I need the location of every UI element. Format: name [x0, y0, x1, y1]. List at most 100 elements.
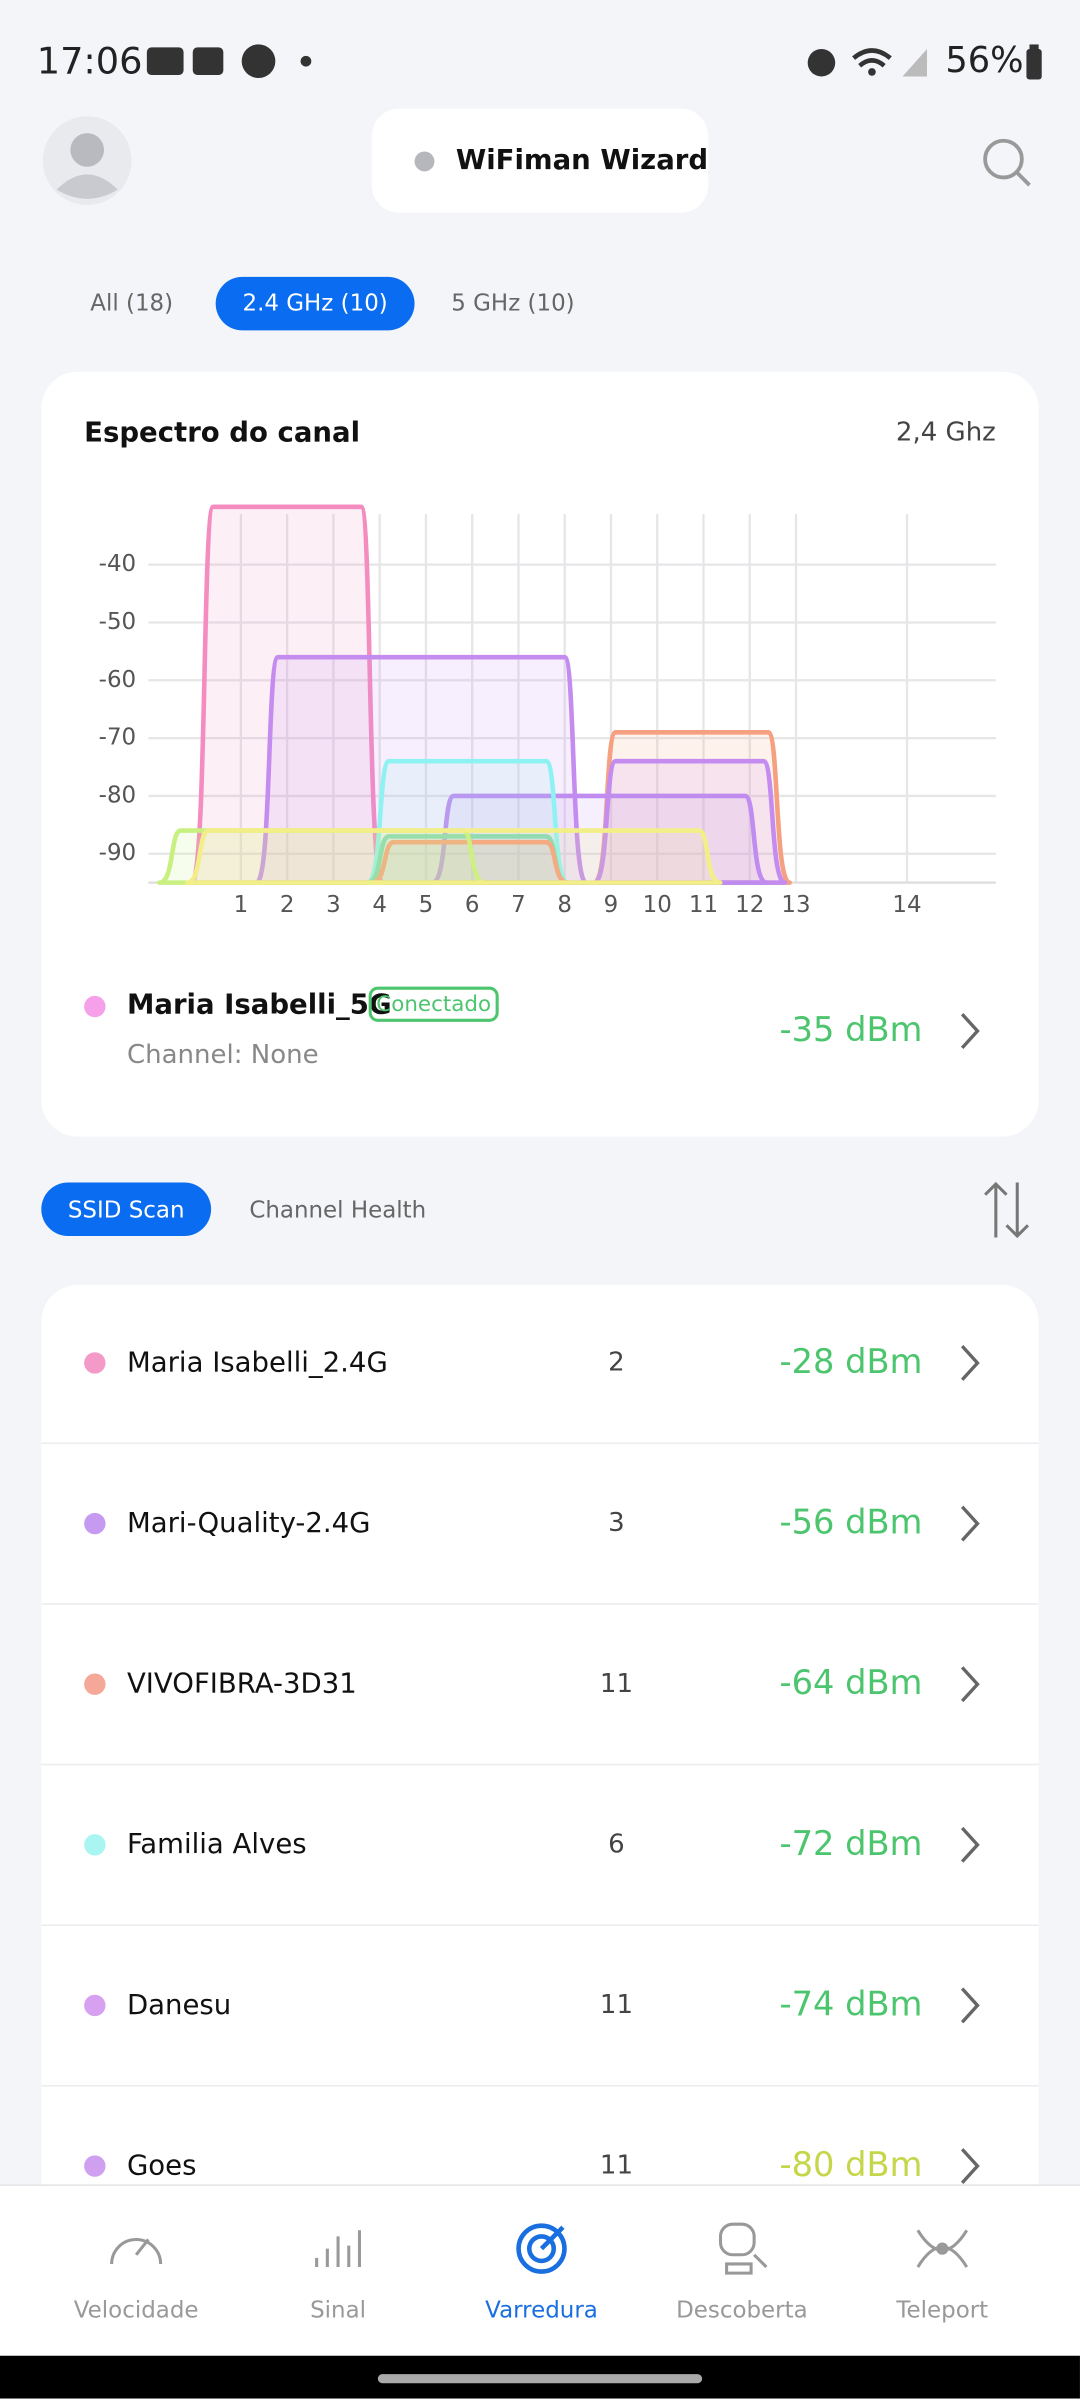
network-dot — [84, 2155, 106, 2177]
band-tab-active[interactable]: 2.4 GHz (10) — [242, 289, 388, 317]
status-time: 17:06 — [36, 39, 143, 83]
channel-curve — [429, 793, 769, 885]
status-dot — [414, 151, 435, 172]
chevron[interactable] — [955, 1663, 986, 1706]
network-name: Danesu — [126, 1989, 232, 2022]
y-tick-label: -50 — [99, 609, 136, 635]
network-name: Maria Isabelli_2.4G — [126, 1346, 388, 1380]
chart-subtitle: 2,4 Ghz — [895, 417, 996, 449]
channel-curve — [365, 758, 570, 885]
nav-label[interactable]: Teleport — [896, 2296, 989, 2324]
nav-label[interactable]: Varredura — [485, 2296, 598, 2324]
network-signal: -28 dBm — [779, 1343, 923, 1383]
list-tab-active[interactable]: SSID Scan — [67, 1196, 185, 1224]
network-dot — [84, 1512, 106, 1535]
network-signal: -56 dBm — [779, 1504, 923, 1543]
network-channel: 6 — [608, 1829, 625, 1861]
spectrum-chart: -40-50-60-70-80-901 2 3 4 5 6 7 8 9 10 11 12 13 14 — [99, 504, 996, 918]
x-tick-label: 6 — [465, 892, 480, 918]
list-tab-active-bg[interactable] — [41, 1182, 212, 1236]
row-divider — [41, 1924, 1039, 1926]
nav-label[interactable]: Descoberta — [676, 2296, 808, 2324]
x-tick-label: 8 — [557, 892, 572, 918]
x-tick-label: 12 — [735, 892, 764, 918]
search-icon[interactable] — [979, 135, 1034, 190]
nav-icon[interactable] — [912, 2218, 973, 2279]
network-dot — [84, 1834, 106, 1856]
network-signal: -64 dBm — [779, 1665, 923, 1704]
nav-icon[interactable] — [511, 2218, 572, 2279]
network-name: Mari-Quality-2.4G — [126, 1507, 371, 1540]
row-divider — [41, 1763, 1039, 1766]
home-indicator — [377, 2374, 703, 2384]
x-tick-label: 2 — [280, 892, 295, 918]
connected-channel: Channel: None — [126, 1040, 319, 1071]
network-signal: -80 dBm — [779, 2146, 923, 2186]
chevron[interactable] — [955, 1823, 986, 1866]
network-channel: 11 — [599, 1990, 634, 2021]
channel-curve — [254, 654, 589, 885]
y-tick-label: -70 — [99, 725, 136, 751]
network-name: Goes — [126, 2149, 197, 2183]
x-tick-label: 9 — [604, 892, 619, 918]
network-dot — [84, 1994, 106, 2017]
x-tick-label: 10 — [643, 892, 672, 918]
chevron[interactable] — [955, 1502, 986, 1545]
x-tick-label: 4 — [372, 892, 387, 918]
x-tick-label: 3 — [326, 892, 341, 918]
y-tick-label: -40 — [99, 551, 136, 577]
network-dot — [84, 1673, 106, 1695]
row-divider — [41, 1442, 1039, 1445]
channel-curve — [189, 504, 385, 885]
x-tick-label: 7 — [511, 892, 526, 918]
connected-badge: Conectado — [368, 986, 499, 1022]
connected-dot — [84, 995, 106, 1018]
battery-icon — [1026, 44, 1042, 80]
spectrum-card — [41, 371, 1039, 1137]
chevron[interactable] — [955, 1342, 986, 1385]
network-name: VIVOFIBRA-3D31 — [126, 1668, 357, 1701]
channel-curve — [591, 758, 788, 885]
network-channel: 2 — [608, 1347, 625, 1379]
app-title: WiFiman Wizard — [455, 144, 709, 177]
chevron[interactable] — [955, 1984, 986, 2027]
chart-title: Espectro do canal — [84, 416, 361, 449]
nav-icon[interactable] — [307, 2218, 368, 2279]
status-right-icons — [807, 48, 927, 77]
nav-icon[interactable] — [106, 2218, 167, 2279]
network-channel: 11 — [599, 1668, 634, 1700]
connected-signal: -35 dBm — [779, 1011, 923, 1051]
band-tab[interactable]: All (18) — [90, 289, 174, 317]
x-tick-label: 14 — [892, 892, 921, 918]
network-signal: -72 dBm — [779, 1825, 923, 1864]
list-tab[interactable]: Channel Health — [249, 1196, 427, 1224]
status-icons — [146, 44, 312, 79]
channel-curve — [369, 839, 570, 885]
y-tick-label: -90 — [99, 840, 136, 866]
channel-curve — [184, 828, 723, 885]
sort-icon[interactable] — [982, 1179, 1031, 1240]
avatar[interactable] — [42, 116, 132, 205]
network-channel: 11 — [599, 2150, 634, 2182]
row-divider — [41, 2084, 1039, 2087]
nav-label[interactable]: Sinal — [310, 2296, 367, 2324]
chevron[interactable] — [955, 1010, 986, 1053]
network-signal: -74 dBm — [779, 1986, 923, 2025]
nav-label[interactable]: Velocidade — [73, 2296, 199, 2324]
x-tick-label: 1 — [234, 892, 249, 918]
row-divider — [41, 1603, 1039, 1605]
connected-name: Maria Isabelli_5G — [126, 988, 392, 1022]
network-dot — [84, 1352, 106, 1374]
battery-text: 56% — [945, 41, 1024, 82]
nav-icon[interactable] — [711, 2218, 772, 2279]
band-tab-active-bg[interactable] — [215, 276, 415, 331]
network-name: Familia Alves — [126, 1828, 307, 1861]
band-tab[interactable]: 5 GHz (10) — [451, 289, 575, 317]
y-tick-label: -80 — [99, 782, 136, 808]
x-tick-label: 13 — [781, 892, 810, 918]
x-tick-label: 5 — [419, 892, 434, 918]
chevron[interactable] — [955, 2145, 986, 2188]
x-tick-label: 11 — [689, 892, 718, 918]
